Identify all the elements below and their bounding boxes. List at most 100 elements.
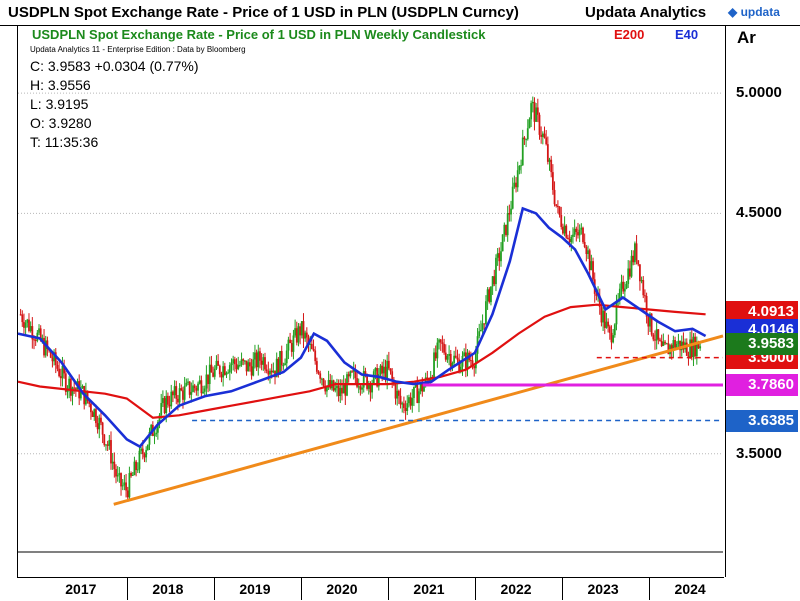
- candle-body: [585, 246, 588, 255]
- candle-body: [54, 352, 57, 365]
- candle-body: [257, 351, 260, 368]
- ohlc-high: H: 3.9556: [30, 77, 91, 93]
- candle-body: [448, 353, 451, 356]
- candle-body: [570, 236, 573, 243]
- candle-body: [595, 293, 598, 296]
- candle-body: [471, 360, 474, 367]
- candle-body: [531, 101, 534, 104]
- candle-body: [167, 395, 169, 405]
- candle-body: [233, 359, 236, 365]
- candle-body: [404, 408, 407, 411]
- candle-body: [572, 234, 574, 237]
- candle-body: [657, 329, 660, 340]
- candle-body: [41, 337, 44, 341]
- candle-body: [341, 387, 343, 394]
- x-tick-separator: [562, 577, 563, 600]
- candle-body: [90, 403, 92, 413]
- candle-body: [113, 461, 116, 470]
- candle-body: [312, 348, 315, 351]
- candle-body: [530, 103, 533, 120]
- candle-body: [222, 366, 225, 378]
- candle-body: [637, 260, 640, 265]
- candle-body: [245, 360, 248, 372]
- price-tag: 3.6385: [726, 409, 798, 432]
- candle-body: [337, 385, 340, 397]
- candle-body: [551, 172, 554, 190]
- candle-body: [397, 390, 400, 396]
- candle-body: [177, 398, 179, 403]
- candle-body: [46, 340, 49, 350]
- candle-body: [366, 374, 368, 389]
- candle-body: [436, 342, 439, 359]
- candle-body: [243, 360, 246, 362]
- candle-body: [633, 243, 636, 263]
- candle-body: [317, 371, 320, 374]
- candle-body: [421, 383, 424, 392]
- candle-body: [496, 253, 499, 258]
- y-tick-label: 4.5000: [736, 204, 782, 222]
- candle-body: [188, 381, 191, 395]
- candle-body: [79, 388, 82, 399]
- candle-body: [270, 370, 273, 373]
- candle-body: [187, 381, 189, 383]
- candle-body: [642, 280, 645, 296]
- candle-body: [135, 461, 138, 470]
- candle-body: [672, 340, 675, 351]
- candle-body: [598, 295, 601, 308]
- candle-body: [250, 366, 253, 376]
- candle-body: [583, 242, 586, 247]
- candle-body: [23, 322, 25, 328]
- candle-body: [105, 444, 107, 446]
- candle-body: [228, 365, 231, 373]
- candle-body: [197, 383, 199, 391]
- x-tick-label: 2020: [326, 581, 358, 597]
- candle-body: [294, 328, 297, 336]
- candle-body: [645, 295, 648, 317]
- ema40-line: [17, 206, 707, 449]
- candle-body: [230, 363, 233, 366]
- candle-body: [290, 343, 293, 352]
- candle-body: [344, 384, 347, 396]
- x-axis-bar: [17, 577, 724, 601]
- candle-body: [339, 387, 342, 397]
- candle-body: [106, 444, 109, 446]
- candle-body: [456, 357, 459, 360]
- candle-body: [362, 371, 365, 388]
- candle-body: [582, 227, 584, 243]
- candle-body: [654, 339, 656, 341]
- candle-body: [64, 373, 67, 392]
- candle-body: [674, 340, 676, 348]
- candle-body: [34, 339, 37, 341]
- candle-body: [630, 255, 633, 277]
- candle-body: [128, 473, 131, 498]
- candle-body: [74, 388, 77, 390]
- candle-body: [620, 281, 623, 289]
- candle-body: [101, 422, 104, 435]
- candle-body: [49, 350, 52, 358]
- ohlc-open: O: 3.9280: [30, 115, 92, 131]
- candle-body: [650, 313, 653, 335]
- candle-body: [354, 369, 357, 379]
- candle-body: [175, 386, 178, 399]
- candle-body: [565, 225, 568, 238]
- candle-body: [434, 352, 437, 359]
- candle-body: [675, 344, 678, 348]
- candle-body: [635, 243, 638, 261]
- candle-body: [372, 371, 375, 384]
- x-tick-label: 2017: [65, 581, 97, 597]
- candle-body: [289, 339, 291, 344]
- candle-body: [314, 350, 317, 362]
- candle-body: [505, 224, 507, 236]
- candle-body: [203, 388, 206, 392]
- candle-body: [361, 387, 363, 390]
- candle-body: [143, 453, 146, 458]
- x-tick-label: 2024: [674, 581, 706, 597]
- candle-body: [677, 340, 680, 345]
- candle-body: [357, 386, 360, 388]
- candle-body: [694, 336, 697, 357]
- candle-body: [605, 321, 608, 328]
- candle-body: [453, 355, 456, 363]
- candle-body: [367, 383, 370, 389]
- candle-body: [458, 359, 461, 373]
- candle-body: [377, 374, 380, 387]
